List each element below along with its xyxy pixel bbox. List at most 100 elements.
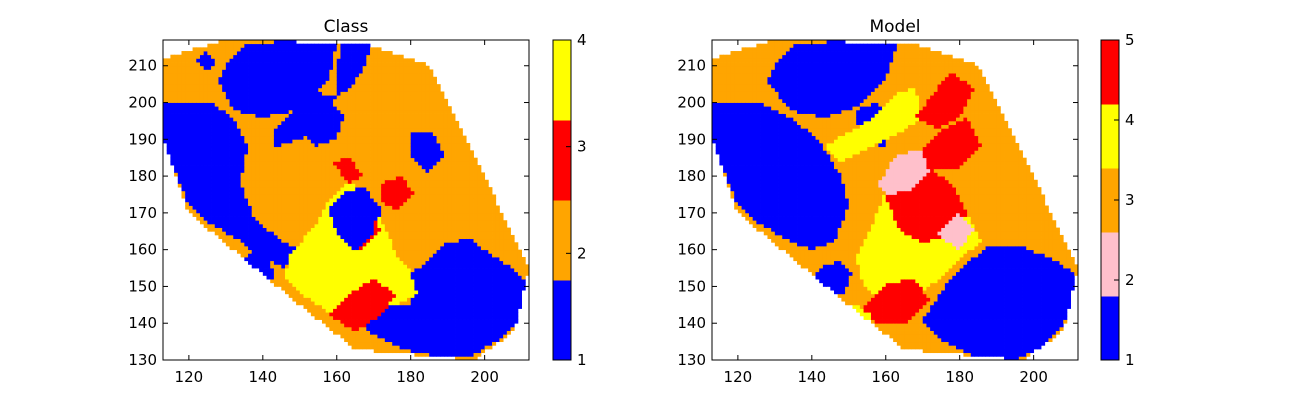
heatmap-cell — [277, 179, 282, 184]
heatmap-cell — [414, 161, 419, 166]
heatmap-cell — [351, 242, 356, 247]
heatmap-cell — [196, 201, 201, 206]
heatmap-cell — [388, 330, 393, 335]
heatmap-cell — [377, 98, 382, 103]
heatmap-cell — [351, 165, 356, 170]
heatmap-cell — [381, 212, 386, 217]
heatmap-cell — [310, 271, 315, 276]
heatmap-cell — [347, 91, 352, 96]
heatmap-cell — [177, 80, 182, 85]
heatmap-cell — [392, 223, 397, 228]
heatmap-cell — [384, 220, 389, 225]
heatmap-cell — [281, 113, 286, 118]
heatmap-cell — [351, 308, 356, 313]
heatmap-cell — [299, 65, 304, 70]
heatmap-cell — [377, 231, 382, 236]
heatmap-cell — [436, 304, 441, 309]
heatmap-cell — [225, 234, 230, 240]
heatmap-cell — [214, 172, 219, 177]
heatmap-cell — [336, 65, 341, 70]
heatmap-cell — [196, 161, 201, 166]
heatmap-cell — [395, 348, 401, 354]
heatmap-cell — [211, 198, 216, 203]
heatmap-cell — [395, 249, 401, 254]
heatmap-cell — [236, 234, 242, 240]
heatmap-cell — [377, 113, 382, 118]
heatmap-cell — [414, 146, 419, 151]
heatmap-cell — [314, 227, 319, 232]
heatmap-cell — [340, 268, 345, 273]
heatmap-cell — [199, 98, 205, 103]
heatmap-cell — [366, 131, 371, 137]
heatmap-cell — [366, 245, 371, 251]
heatmap-cell — [240, 80, 245, 85]
heatmap-cell — [321, 209, 327, 214]
heatmap-cell — [188, 98, 193, 103]
heatmap-cell — [310, 76, 315, 81]
heatmap-cell — [355, 293, 360, 298]
heatmap-cell — [399, 253, 404, 258]
heatmap-cell — [248, 106, 253, 111]
heatmap-cell — [340, 172, 345, 177]
heatmap-cell — [410, 58, 415, 63]
heatmap-cell — [388, 187, 393, 192]
heatmap-cell — [255, 113, 260, 118]
heatmap-cell — [347, 47, 352, 52]
heatmap-cell — [303, 231, 308, 236]
heatmap-cell — [373, 209, 378, 214]
heatmap-cell — [340, 190, 345, 195]
heatmap-cell — [218, 227, 223, 232]
heatmap-cell — [259, 65, 264, 70]
heatmap-cell — [403, 260, 408, 265]
heatmap-cell — [370, 139, 375, 144]
heatmap-cell — [377, 183, 382, 188]
heatmap-cell — [399, 238, 404, 243]
heatmap-cell — [273, 87, 279, 92]
heatmap-cell — [384, 268, 389, 273]
heatmap-cell — [307, 150, 312, 155]
heatmap-cell — [251, 117, 256, 122]
heatmap-cell — [277, 65, 282, 70]
heatmap-cell — [303, 190, 308, 195]
heatmap-cell — [281, 62, 286, 67]
heatmap-cell — [329, 231, 334, 236]
heatmap-cell — [381, 73, 386, 78]
heatmap-cell — [310, 87, 315, 92]
heatmap-cell — [407, 135, 412, 140]
heatmap-cell — [299, 157, 304, 162]
heatmap-cell — [329, 58, 334, 63]
heatmap-cell — [344, 282, 349, 287]
heatmap-cell — [366, 135, 371, 140]
heatmap-cell — [421, 209, 426, 214]
heatmap-cell — [236, 98, 242, 103]
heatmap-cell — [314, 212, 319, 217]
heatmap-cell — [207, 161, 212, 166]
heatmap-cell — [251, 150, 256, 155]
heatmap-cell — [355, 201, 360, 206]
heatmap-cell — [218, 231, 223, 236]
heatmap-cell — [425, 304, 430, 309]
heatmap-cell — [358, 65, 364, 70]
heatmap-cell — [281, 139, 286, 144]
heatmap-cell — [281, 234, 286, 240]
heatmap-cell — [432, 275, 437, 280]
heatmap-cell — [255, 40, 260, 45]
heatmap-cell — [273, 231, 279, 236]
heatmap-cell — [414, 165, 419, 170]
heatmap-cell — [347, 242, 352, 247]
heatmap-cell — [192, 157, 197, 162]
heatmap-cell — [421, 120, 426, 125]
heatmap-cell — [214, 120, 219, 125]
heatmap-cell — [403, 58, 408, 63]
heatmap-cell — [388, 51, 393, 56]
heatmap-cell — [251, 234, 256, 240]
heatmap-cell — [170, 106, 175, 111]
heatmap-cell — [262, 194, 267, 199]
heatmap-cell — [259, 154, 264, 159]
heatmap-cell — [244, 91, 249, 96]
heatmap-cell — [259, 198, 264, 203]
heatmap-cell — [262, 124, 267, 129]
heatmap-cell — [203, 183, 208, 188]
heatmap-cell — [236, 187, 242, 192]
heatmap-cell — [325, 264, 330, 269]
